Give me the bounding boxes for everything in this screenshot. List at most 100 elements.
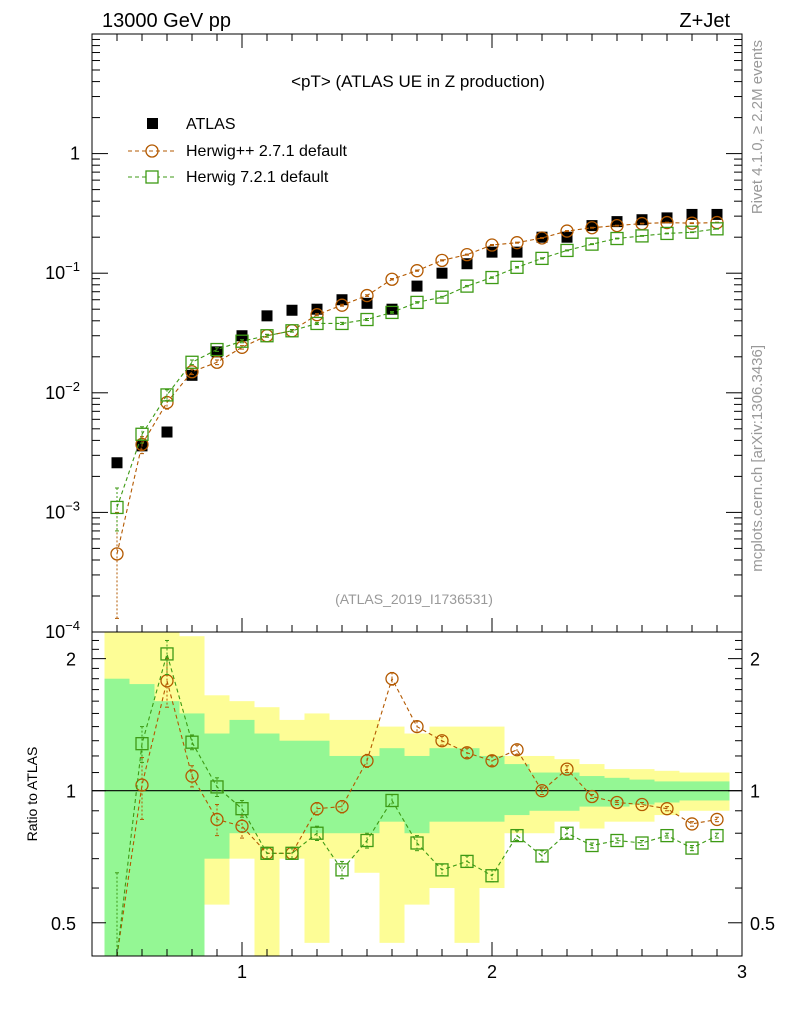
main-herwigpp-line [116, 222, 718, 554]
collision-label: 13000 GeV pp [102, 10, 231, 32]
ratio-band-inner [129, 684, 155, 956]
main-herwig7-point [410, 295, 424, 310]
main-herwigpp-point [185, 365, 199, 379]
ratio-uncertainty-bands [104, 632, 730, 956]
ratio-herwigpp-point [360, 754, 374, 768]
main-herwigpp-point [210, 355, 224, 369]
ratio-herwigpp-point [560, 762, 574, 776]
main-herwig7-point [335, 316, 349, 331]
main-herwigpp-point [535, 231, 549, 245]
main-herwig7-point [160, 388, 174, 402]
ratio-herwig7-point [685, 841, 699, 855]
ratio-herwig7-point [185, 735, 199, 749]
main-series-herwigpp [110, 215, 724, 619]
ratio-herwig7-point [260, 846, 274, 860]
legend-herwig7-label: Herwig 7.2.1 default [186, 169, 329, 186]
ratio-herwig7-point [710, 828, 724, 843]
main-herwigpp-point [460, 247, 474, 262]
rivet-version-label: Rivet 4.1.0, ≥ 2.2M events [749, 40, 766, 214]
main-herwigpp-point [485, 238, 499, 252]
ratio-herwigpp-point [335, 799, 349, 814]
main-atlas-point [686, 208, 698, 220]
ratio-band-inner [279, 740, 305, 834]
ratio-herwig7-point [610, 833, 624, 848]
main-atlas-point [636, 214, 648, 226]
main-atlas-point [511, 246, 523, 258]
main-herwigpp-point [510, 236, 524, 250]
main-herwigpp-point [685, 216, 699, 230]
main-herwig7-point [635, 229, 649, 243]
ratio-herwigpp-point [635, 797, 649, 812]
main-herwigpp-point [660, 215, 674, 230]
ratio-band-inner [629, 779, 655, 805]
ratio-herwig7-point [410, 836, 424, 850]
main-atlas-point [186, 369, 198, 381]
main-atlas-point [161, 426, 173, 438]
ratio-herwigpp-point [135, 778, 149, 792]
main-herwigpp-point [110, 547, 124, 561]
main-herwig7-point [385, 305, 399, 320]
ratio-herwig7-point [385, 793, 399, 808]
main-atlas-point [486, 246, 498, 258]
main-atlas-point [661, 212, 673, 224]
ratio-herwig7-point [635, 836, 649, 850]
series-layer [110, 208, 724, 957]
main-atlas-point [111, 457, 123, 469]
ratio-band-inner [579, 776, 605, 807]
main-atlas-point [586, 220, 598, 232]
main-herwig7-point [685, 225, 699, 239]
ratio-band-inner [654, 781, 680, 803]
ratio-band-inner [179, 713, 205, 956]
main-herwig7-point [285, 324, 299, 338]
main-herwigpp-point [360, 288, 374, 303]
ratio-herwigpp-point [510, 743, 524, 757]
main-y-tick-label: 10−3 [45, 498, 80, 522]
ratio-herwigpp-point [410, 719, 424, 734]
x-tick-label: 3 [737, 962, 747, 982]
legend-item-herwig7: Herwig 7.2.1 default [128, 169, 329, 186]
ratio-herwig7-point [310, 826, 324, 840]
ratio-band-inner [454, 748, 480, 822]
ratio-herwig7-point [435, 863, 449, 877]
main-y-tick-label: 1 [70, 144, 80, 164]
main-atlas-point [711, 208, 723, 220]
ratio-herwig7-point [210, 780, 224, 794]
main-herwigpp-point [560, 224, 574, 238]
ratio-herwigpp-point [210, 812, 224, 827]
ratio-herwigpp-point [710, 812, 724, 827]
main-series-herwig7 [110, 222, 724, 532]
ratio-y-tick-label-right: 1 [750, 782, 760, 802]
main-atlas-point [611, 216, 623, 228]
ratio-band-inner [304, 740, 330, 834]
ratio-band-inner [379, 748, 405, 822]
ratio-band-inner [154, 701, 180, 956]
ratio-band-inner [254, 733, 280, 834]
ratio-herwig7-point [235, 802, 249, 816]
ratio-band-inner [429, 748, 455, 822]
main-atlas-point [386, 303, 398, 315]
main-atlas-point [461, 258, 473, 270]
main-atlas-point [411, 280, 423, 292]
ratio-herwig7-point [510, 828, 524, 843]
ratio-y-tick-label-right: 2 [750, 650, 760, 670]
main-herwig7-point [135, 427, 149, 441]
mcplots-source-label: mcplots.cern.ch [arXiv:1306.3436] [749, 345, 766, 572]
main-atlas-point [361, 297, 373, 309]
ratio-herwigpp-point [235, 819, 249, 833]
main-herwigpp-point [435, 253, 449, 268]
ratio-y-tick-label-right: 0.5 [750, 914, 775, 934]
main-herwig7-point [560, 243, 574, 258]
legend-atlas-label: ATLAS [186, 116, 236, 133]
ratio-y-tick-label: 0.5 [51, 914, 76, 934]
ratio-herwig7-point [335, 863, 349, 877]
main-herwig7-point [210, 342, 224, 357]
legend-item-herwigpp: Herwig++ 2.7.1 default [128, 143, 348, 160]
ratio-y-tick-label: 1 [66, 782, 76, 802]
main-herwig7-point [360, 312, 374, 327]
process-label: Z+Jet [679, 10, 730, 32]
x-tick-label: 2 [487, 962, 497, 982]
ratio-herwigpp-point [585, 789, 599, 804]
ratio-band-inner [354, 755, 380, 834]
main-herwigpp-point [335, 298, 349, 312]
